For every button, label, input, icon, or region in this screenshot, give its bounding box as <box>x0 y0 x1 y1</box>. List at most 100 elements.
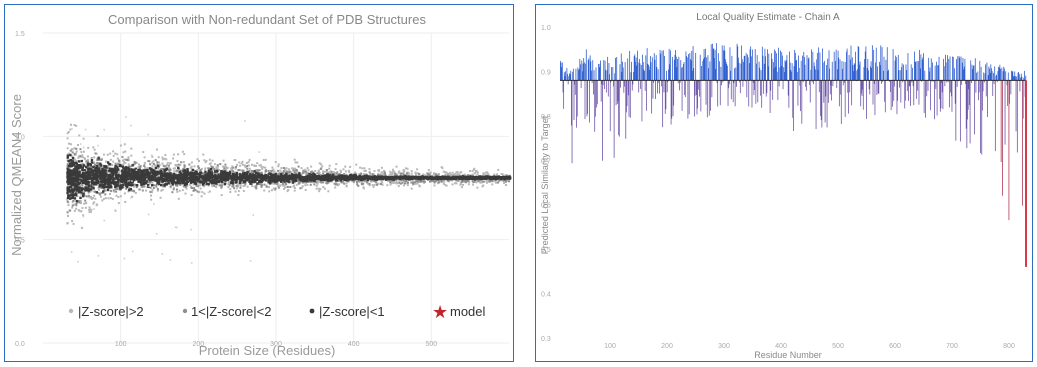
scatter-point <box>324 188 326 190</box>
scatter-point <box>213 185 215 187</box>
scatter-point <box>193 165 195 167</box>
scatter-point <box>403 169 405 171</box>
scatter-point <box>263 159 265 161</box>
scatter-point <box>197 190 199 192</box>
scatter-point <box>83 151 85 153</box>
scatter-point <box>164 154 166 156</box>
scatter-point <box>114 153 116 155</box>
scatter-point <box>182 189 184 191</box>
scatter-point <box>81 169 83 171</box>
scatter-point <box>112 198 114 200</box>
scatter-point <box>177 182 179 184</box>
scatter-point <box>74 210 76 212</box>
scatter-point <box>434 184 436 186</box>
scatter-point <box>256 162 258 164</box>
scatter-point <box>389 181 391 183</box>
scatter-point <box>173 188 175 190</box>
scatter-point <box>443 171 445 173</box>
scatter-point <box>204 167 206 169</box>
scatter-point <box>291 167 293 169</box>
scatter-point <box>67 132 69 134</box>
scatter-point <box>172 157 174 159</box>
scatter-point <box>314 170 316 172</box>
scatter-point <box>167 182 169 184</box>
scatter-point <box>96 165 98 167</box>
scatter-point <box>469 170 471 172</box>
scatter-point <box>143 165 145 167</box>
scatter-point <box>169 162 171 164</box>
scatter-point <box>161 157 163 159</box>
scatter-point <box>461 186 463 188</box>
scatter-point <box>81 185 83 187</box>
scatter-point <box>411 170 413 172</box>
scatter-point <box>75 148 77 150</box>
scatter-point <box>76 202 78 204</box>
scatter-point <box>255 187 257 189</box>
scatter-point <box>78 134 80 136</box>
scatter-point <box>298 172 300 174</box>
scatter-point <box>406 172 408 174</box>
scatter-point <box>346 182 348 184</box>
scatter-point <box>407 182 409 184</box>
scatter-point <box>67 156 69 158</box>
scatter-point <box>75 125 77 127</box>
scatter-point <box>237 194 239 196</box>
scatter-point <box>226 167 228 169</box>
scatter-point <box>462 184 464 186</box>
scatter-point <box>116 188 118 190</box>
scatter-point <box>289 186 291 188</box>
scatter-point <box>203 193 205 195</box>
scatter-point <box>242 170 244 172</box>
scatter-point <box>296 184 298 186</box>
scatter-point <box>418 173 420 175</box>
scatter-point <box>248 181 250 183</box>
scatter-point <box>87 161 89 163</box>
scatter-point <box>117 196 119 198</box>
scatter-point <box>96 204 98 206</box>
scatter-point <box>74 153 76 155</box>
scatter-point <box>329 165 331 167</box>
scatter-point <box>210 162 212 164</box>
scatter-point <box>282 183 284 185</box>
scatter-point <box>195 189 197 191</box>
scatter-point <box>460 171 462 173</box>
scatter-point <box>119 184 121 186</box>
scatter-point <box>72 160 74 162</box>
scatter-point <box>199 169 201 171</box>
scatter-point <box>273 188 275 190</box>
scatter-point <box>155 159 157 161</box>
scatter-point <box>115 181 117 183</box>
scatter-point <box>179 190 181 192</box>
scatter-point <box>85 172 87 174</box>
scatter-point <box>94 183 96 185</box>
scatter-point <box>236 172 238 174</box>
scatter-point <box>124 192 126 194</box>
scatter-point <box>173 168 175 170</box>
scatter-point <box>386 184 388 186</box>
scatter-point <box>433 180 435 182</box>
scatter-point <box>413 183 415 185</box>
scatter-point <box>165 158 167 160</box>
scatter-point <box>93 201 95 203</box>
scatter-point <box>162 158 164 160</box>
scatter-point <box>505 184 507 186</box>
scatter-point <box>123 151 125 153</box>
scatter-point <box>153 170 155 172</box>
scatter-point <box>193 187 195 189</box>
scatter-point <box>331 171 333 173</box>
scatter-point <box>304 184 306 186</box>
scatter-point <box>69 210 71 212</box>
scatter-point <box>303 171 305 173</box>
scatter-point <box>416 183 418 185</box>
scatter-point <box>91 198 93 200</box>
scatter-point <box>142 151 144 153</box>
scatter-point <box>503 182 505 184</box>
scatter-point <box>457 171 459 173</box>
scatter-point <box>191 166 193 168</box>
scatter-point <box>441 181 443 183</box>
scatter-point <box>257 169 259 171</box>
scatter-point <box>211 166 213 168</box>
scatter-point <box>369 177 371 179</box>
scatter-point <box>369 183 371 185</box>
scatter-point <box>418 185 420 187</box>
